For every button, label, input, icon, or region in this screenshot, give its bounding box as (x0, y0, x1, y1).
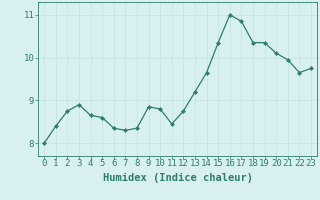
X-axis label: Humidex (Indice chaleur): Humidex (Indice chaleur) (103, 173, 252, 183)
